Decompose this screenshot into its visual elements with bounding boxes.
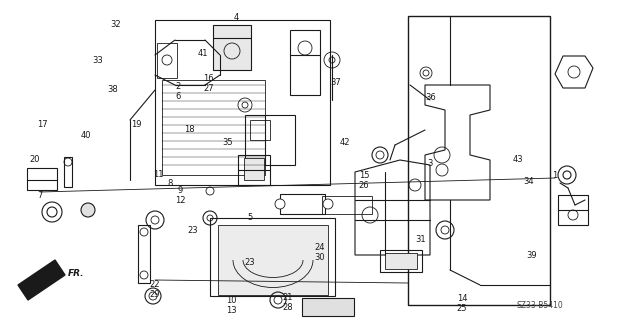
Text: 22
29: 22 29 <box>150 280 160 299</box>
Text: 41: 41 <box>197 49 208 58</box>
Bar <box>210 218 335 296</box>
Text: SZ33-B5410: SZ33-B5410 <box>517 300 563 309</box>
Bar <box>162 80 265 175</box>
Text: 19: 19 <box>131 120 141 129</box>
Bar <box>27 168 57 190</box>
Bar <box>64 157 72 187</box>
Text: 8: 8 <box>167 179 172 188</box>
Text: 42: 42 <box>340 138 350 147</box>
Bar <box>213 25 251 70</box>
Text: 16
27: 16 27 <box>204 75 214 93</box>
Text: 37: 37 <box>330 78 341 87</box>
Bar <box>290 30 320 95</box>
Text: 21
28: 21 28 <box>283 293 293 312</box>
Bar <box>155 20 330 185</box>
Bar <box>245 115 295 165</box>
Text: 11: 11 <box>153 170 163 179</box>
Bar <box>408 16 550 305</box>
Text: 10
13: 10 13 <box>226 296 236 315</box>
Bar <box>380 250 422 272</box>
Text: 32: 32 <box>111 20 121 29</box>
Text: 1: 1 <box>553 171 558 180</box>
Text: 34: 34 <box>523 177 534 186</box>
Bar <box>138 225 150 283</box>
Circle shape <box>275 199 285 209</box>
Text: 40: 40 <box>80 132 91 140</box>
Bar <box>157 43 177 78</box>
Text: 23: 23 <box>188 226 198 235</box>
Text: 5: 5 <box>248 213 253 222</box>
Text: 20: 20 <box>30 156 40 164</box>
Text: 35: 35 <box>223 138 233 147</box>
Bar <box>250 120 270 140</box>
Text: 39: 39 <box>527 252 537 260</box>
Text: 4: 4 <box>234 13 239 22</box>
Text: 9
12: 9 12 <box>175 186 185 204</box>
Text: 3: 3 <box>428 159 433 168</box>
Text: 31: 31 <box>416 235 426 244</box>
Bar <box>322 196 372 214</box>
Bar <box>385 253 417 269</box>
Text: FR.: FR. <box>68 268 84 277</box>
Text: 17: 17 <box>37 120 47 129</box>
Bar <box>302 298 354 316</box>
Polygon shape <box>218 225 328 295</box>
Text: 23: 23 <box>245 258 255 267</box>
Text: 15
26: 15 26 <box>359 172 369 190</box>
Bar <box>244 158 264 180</box>
Text: 36: 36 <box>425 93 436 102</box>
Bar <box>238 155 270 185</box>
Text: 38: 38 <box>108 85 118 94</box>
Bar <box>280 194 325 214</box>
Polygon shape <box>18 260 65 300</box>
Circle shape <box>323 199 333 209</box>
Circle shape <box>81 203 95 217</box>
Text: 18: 18 <box>185 125 195 134</box>
Text: 14
25: 14 25 <box>457 294 467 313</box>
Text: 24
30: 24 30 <box>315 244 325 262</box>
Text: 43: 43 <box>513 155 523 164</box>
Text: 7: 7 <box>37 191 42 200</box>
Circle shape <box>423 70 429 76</box>
Text: 2
6: 2 6 <box>176 82 181 100</box>
Text: 33: 33 <box>93 56 103 65</box>
